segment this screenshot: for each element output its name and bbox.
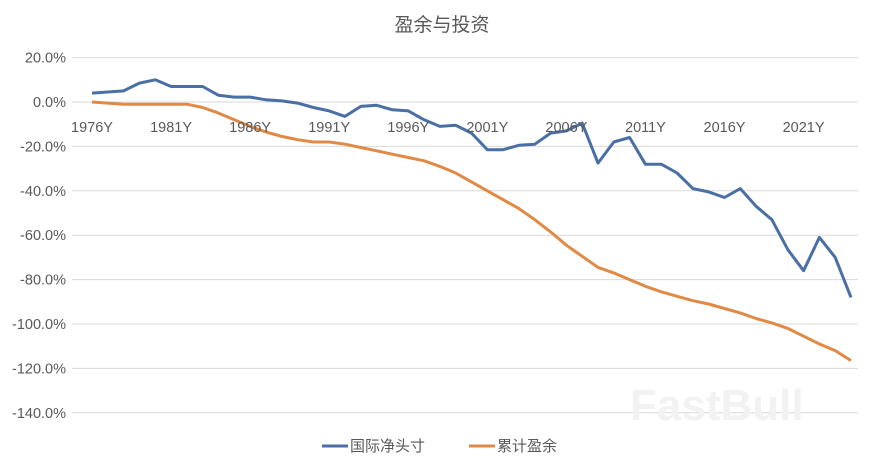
x-axis-labels: 1976Y 1981Y 1986Y 1991Y 1996Y 2001Y 2006Y 2011Y… xyxy=(71,120,825,136)
x-tick-label: 1996Y xyxy=(387,120,429,136)
y-tick-label: -140.0% xyxy=(12,406,66,422)
x-tick-label: 1986Y xyxy=(229,120,271,136)
y-tick-label: -100.0% xyxy=(12,317,66,333)
legend-label: 国际净头寸 xyxy=(350,437,425,455)
y-axis-labels: 20.0% 0.0% -20.0% -40.0% -60.0% -80.0% -100.0%… xyxy=(12,51,66,422)
x-tick-label: 2016Y xyxy=(704,120,746,136)
x-tick-label: 2021Y xyxy=(783,120,825,136)
y-tick-label: -120.0% xyxy=(12,361,66,377)
series-lines xyxy=(91,78,853,362)
y-tick-label: 20.0% xyxy=(25,51,66,67)
y-tick-label: 0.0% xyxy=(33,95,66,111)
x-tick-label: 2001Y xyxy=(466,120,508,136)
y-tick-label: -60.0% xyxy=(20,228,66,244)
x-tick-label: 1981Y xyxy=(150,120,192,136)
x-tick-label: 2006Y xyxy=(545,120,587,136)
series-line xyxy=(91,78,853,298)
chart-title: 盈余与投资 xyxy=(394,14,489,36)
x-tick-label: 1991Y xyxy=(308,120,350,136)
legend: 国际净头寸 累计盈余 xyxy=(322,437,557,455)
x-tick-label: 1976Y xyxy=(71,120,113,136)
y-tick-label: -40.0% xyxy=(20,184,66,200)
x-tick-label: 2011Y xyxy=(625,120,666,136)
series-line xyxy=(91,100,852,362)
y-tick-label: -80.0% xyxy=(20,273,66,289)
legend-label: 累计盈余 xyxy=(497,437,557,455)
watermark: FastBull xyxy=(630,381,804,430)
y-tick-label: -20.0% xyxy=(20,139,66,155)
gridlines xyxy=(72,57,858,414)
